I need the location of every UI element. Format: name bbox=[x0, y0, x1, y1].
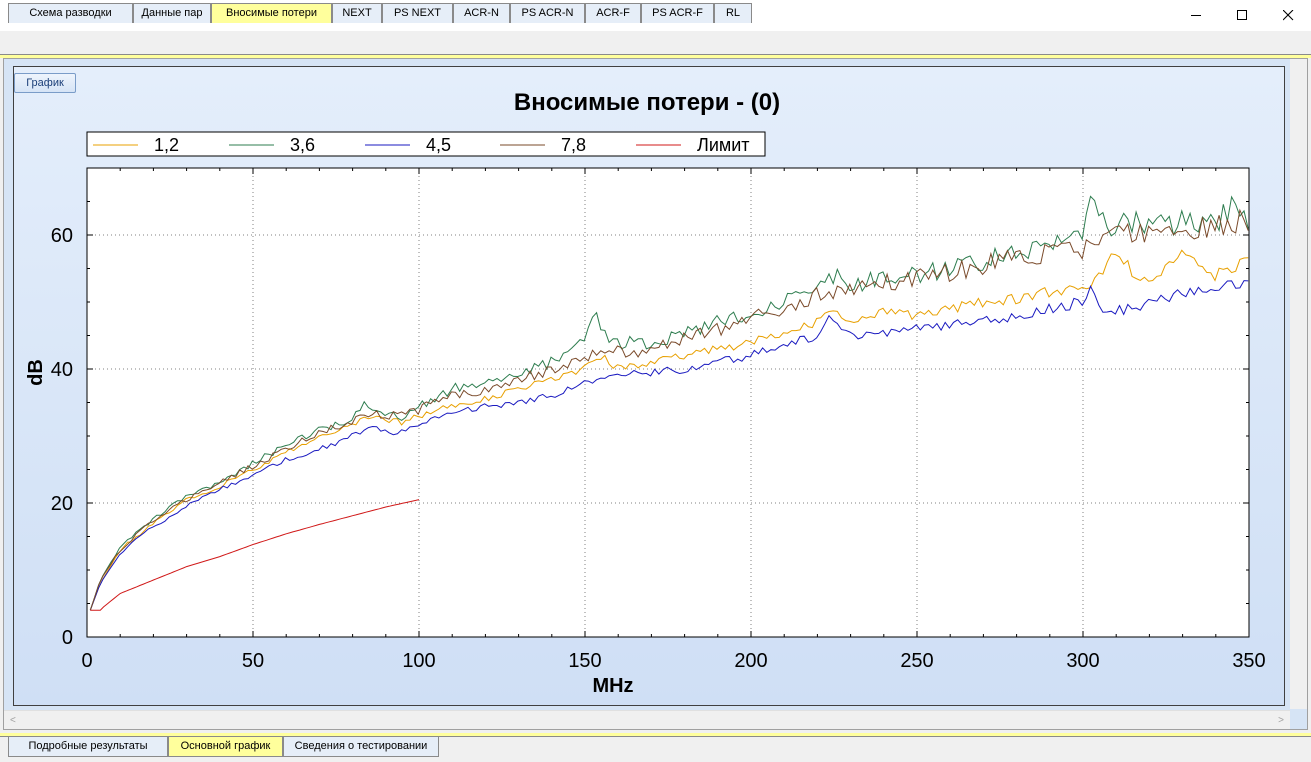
top-tab-strip bbox=[0, 31, 1311, 56]
y-tick-label: 0 bbox=[62, 627, 73, 649]
tab-detailed-results[interactable]: Подробные результаты bbox=[8, 737, 168, 757]
maximize-button[interactable] bbox=[1219, 0, 1265, 31]
tab-ps-acr-f[interactable]: PS ACR-F bbox=[641, 3, 714, 23]
plot-area bbox=[86, 167, 1250, 638]
x-axis-label: MHz bbox=[592, 675, 633, 697]
x-tick-label: 100 bbox=[402, 650, 435, 672]
x-tick-label: 350 bbox=[1232, 650, 1265, 672]
tab-acr-f[interactable]: ACR-F bbox=[585, 3, 641, 23]
y-axis-label: dB bbox=[25, 359, 47, 386]
close-icon bbox=[1283, 10, 1294, 21]
x-tick-label: 50 bbox=[242, 650, 264, 672]
tab-ps-next[interactable]: PS NEXT bbox=[382, 3, 453, 23]
minimize-button[interactable] bbox=[1173, 0, 1219, 31]
series-line-1 bbox=[89, 195, 1249, 611]
tab-acr-n[interactable]: ACR-N bbox=[453, 3, 510, 23]
close-button[interactable] bbox=[1265, 0, 1311, 31]
legend-label: 7,8 bbox=[561, 135, 586, 155]
x-tick-label: 200 bbox=[734, 650, 767, 672]
y-tick-label: 20 bbox=[51, 493, 73, 515]
legend-label: 4,5 bbox=[426, 135, 451, 155]
bottom-tab-overline bbox=[0, 733, 1311, 737]
tab-rl[interactable]: RL bbox=[714, 3, 752, 23]
chart-title: Вносимые потери - (0) bbox=[514, 89, 780, 116]
top-tab-underline bbox=[0, 54, 1311, 58]
minimize-icon bbox=[1191, 15, 1201, 16]
scroll-left-icon[interactable]: < bbox=[10, 715, 16, 726]
maximize-icon bbox=[1237, 10, 1247, 20]
scroll-right-icon[interactable]: > bbox=[1278, 715, 1284, 726]
x-tick-label: 150 bbox=[568, 650, 601, 672]
x-tick-label: 250 bbox=[900, 650, 933, 672]
y-tick-label: 40 bbox=[51, 359, 73, 381]
tab-wiring-scheme[interactable]: Схема разводки bbox=[8, 3, 133, 23]
legend-label: 3,6 bbox=[290, 135, 315, 155]
x-tick-label: 300 bbox=[1066, 650, 1099, 672]
tab-main-graph[interactable]: Основной график bbox=[168, 737, 283, 757]
graph-button[interactable]: График bbox=[14, 73, 76, 93]
vertical-scrollbar[interactable] bbox=[1290, 59, 1307, 709]
legend-box bbox=[86, 131, 766, 157]
series-line-2 bbox=[89, 280, 1249, 611]
x-tick-label: 0 bbox=[81, 650, 92, 672]
tab-test-info[interactable]: Сведения о тестировании bbox=[283, 737, 439, 757]
legend-label: Лимит bbox=[697, 135, 750, 155]
tab-ps-acr-n[interactable]: PS ACR-N bbox=[510, 3, 585, 23]
y-tick-label: 60 bbox=[51, 225, 73, 247]
series-line-4 bbox=[90, 499, 420, 611]
series-line-3 bbox=[89, 208, 1249, 611]
series-line-0 bbox=[89, 249, 1249, 611]
tab-pair-data[interactable]: Данные пар bbox=[133, 3, 211, 23]
tab-insertion-loss[interactable]: Вносимые потери bbox=[211, 3, 332, 23]
tab-next[interactable]: NEXT bbox=[332, 3, 382, 23]
horizontal-scrollbar[interactable]: < > bbox=[4, 710, 1290, 729]
legend-label: 1,2 bbox=[154, 135, 179, 155]
